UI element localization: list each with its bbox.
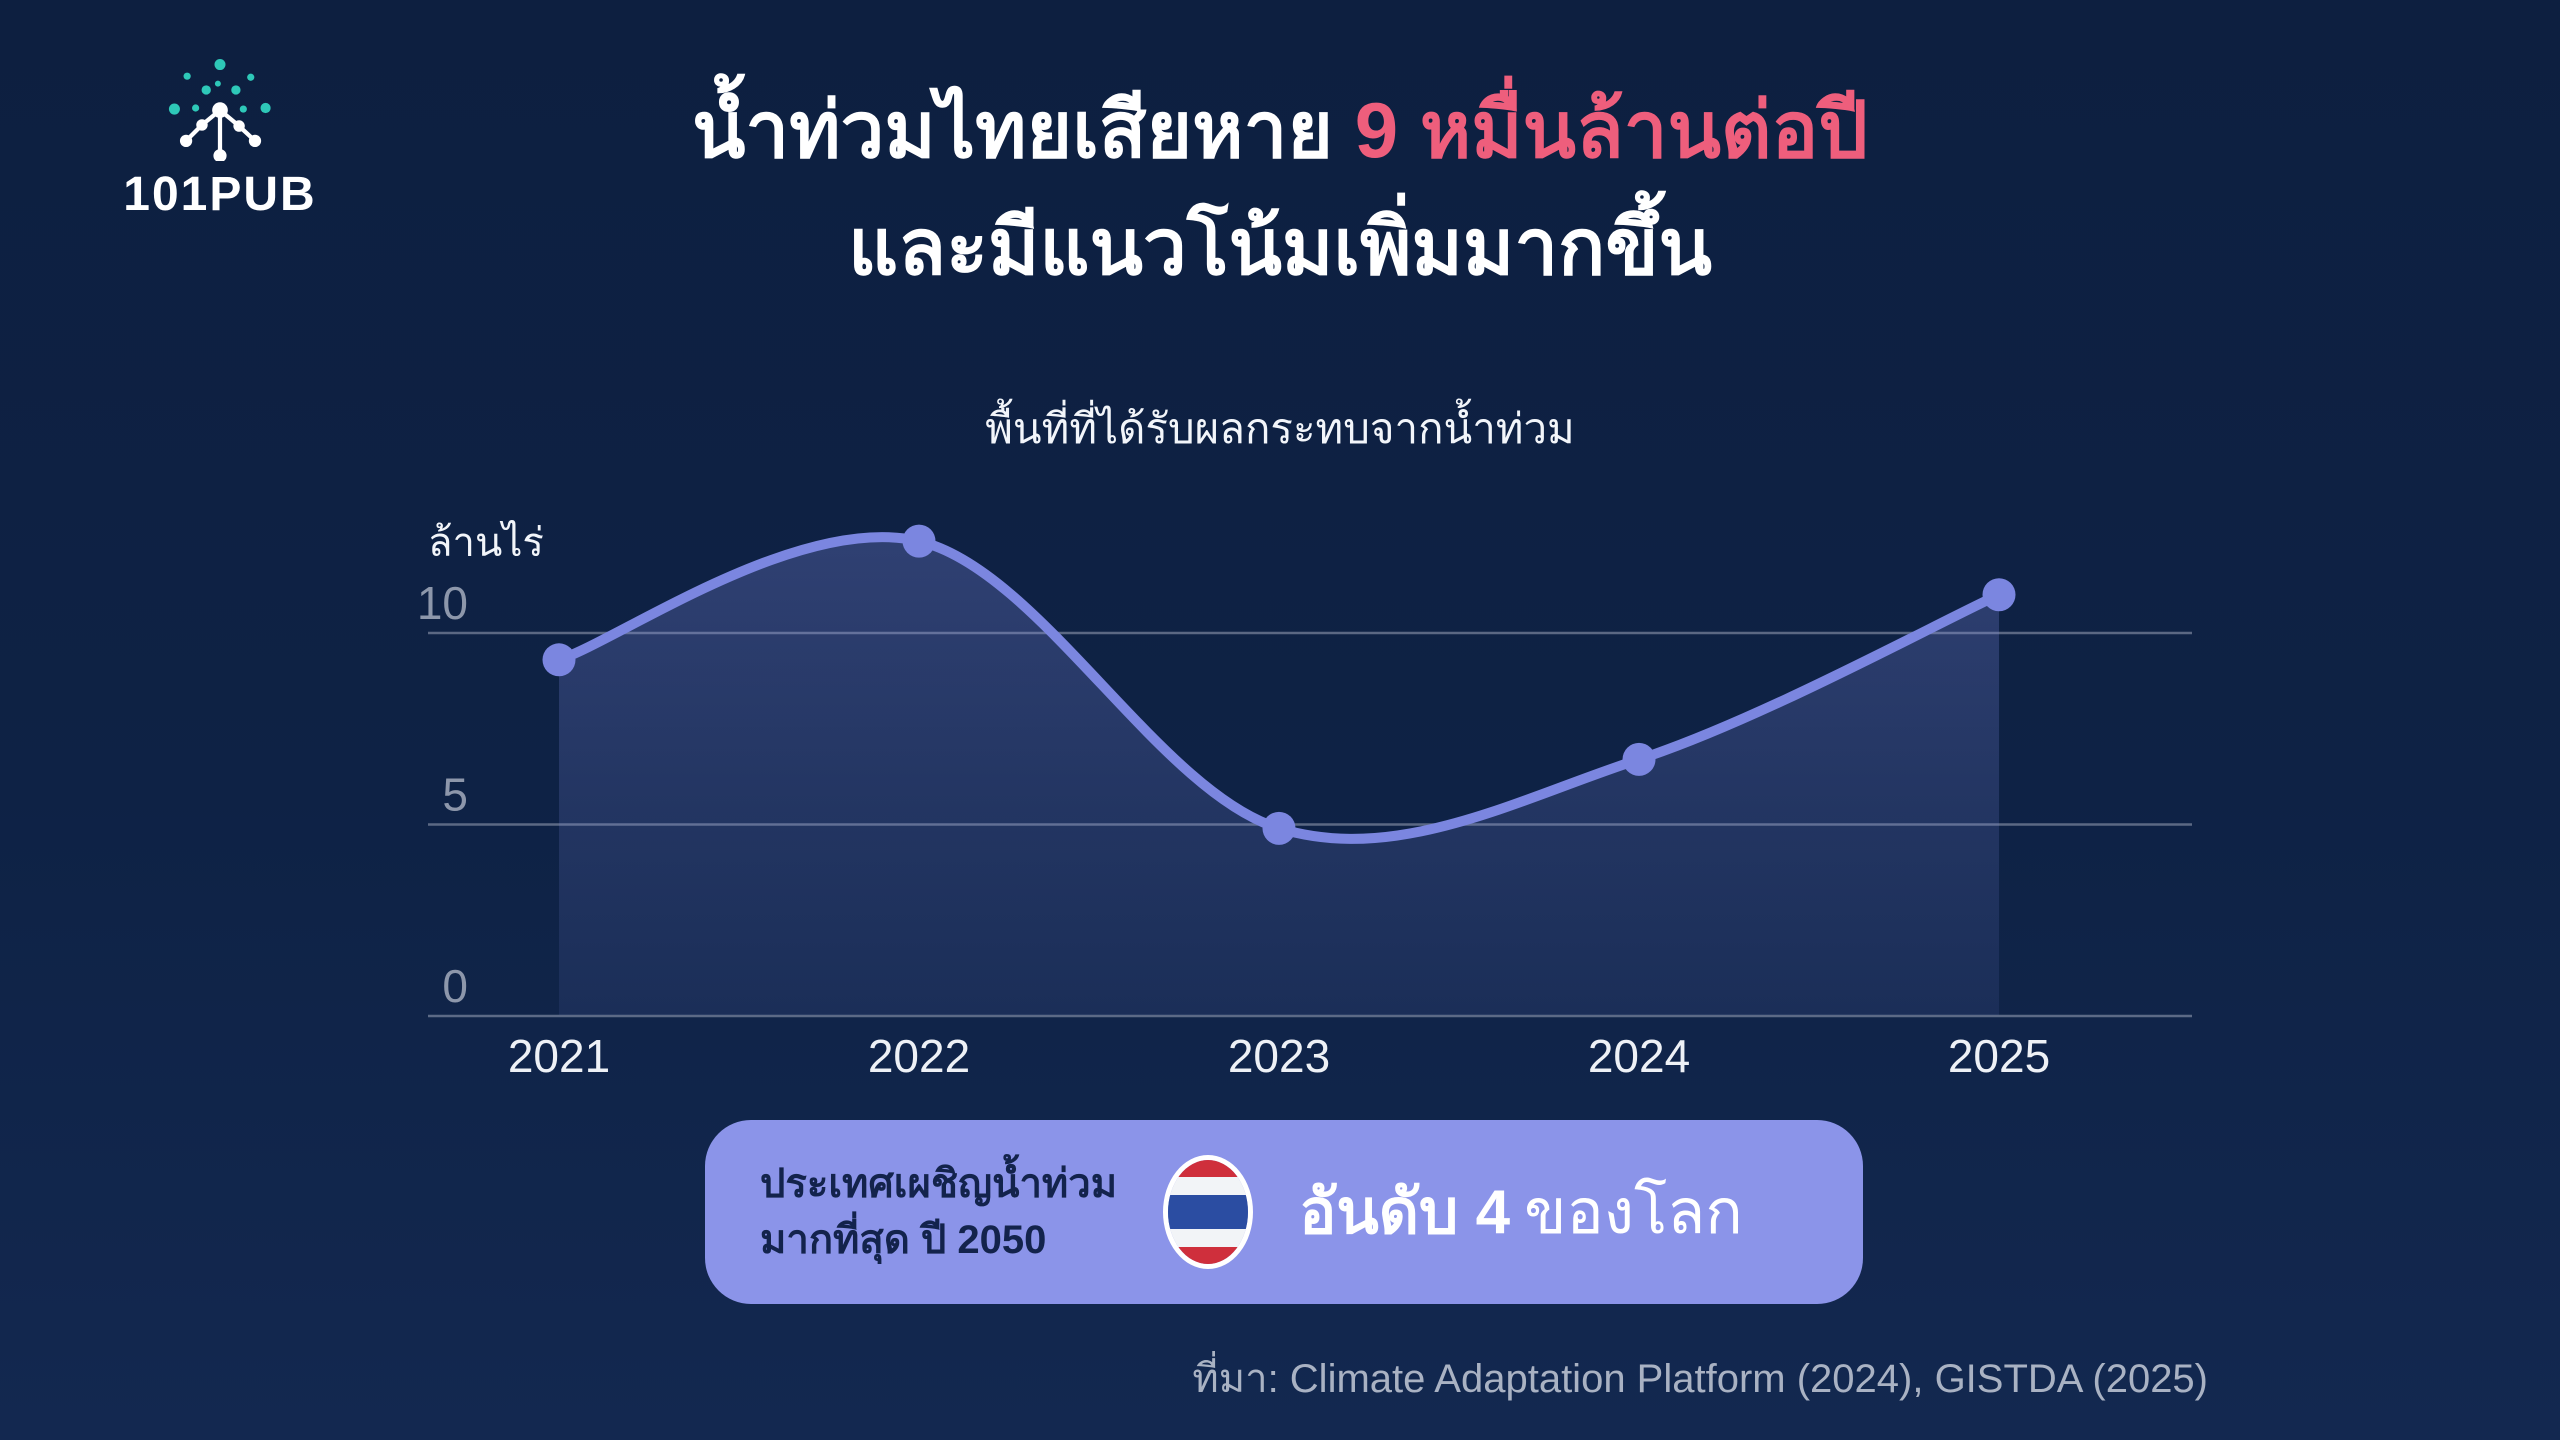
x-tick-label: 2025 [1948,1030,2050,1082]
flag-stripe-blue [1168,1194,1249,1230]
flag-stripe-white-bottom [1168,1229,1249,1247]
x-tick-label: 2024 [1588,1030,1690,1082]
badge-caption-line2: มากที่สุด ปี 2050 [760,1218,1047,1262]
title-line1-white: น้ำท่วมไทยเสียหาย [692,86,1355,174]
badge-caption-line1: ประเทศเผชิญน้ำท่วม [760,1162,1118,1206]
data-line [554,532,2004,844]
flag-stripe-white-top [1168,1177,1249,1195]
title-line1-accent: 9 หมื่นล้านต่อปี [1354,86,1868,174]
rank-badge: ประเทศเผชิญน้ำท่วม มากที่สุด ปี 2050 อัน… [705,1120,1863,1304]
data-point-2022 [902,524,936,558]
x-tick-label: 2021 [508,1030,610,1082]
y-tick-label: 10 [417,577,468,629]
data-point-2023 [1262,811,1296,845]
axis-labels: 0 5 10 ล้านไร่ 2021 2022 2023 2024 2025 [417,520,2050,1082]
source-citation: ที่มา: Climate Adaptation Platform (2024… [1192,1357,2208,1401]
data-point-2021 [542,643,576,677]
y-tick-label: 5 [442,769,468,821]
data-point-2024 [1622,742,1656,776]
rank-suffix: ของโลก [1524,1178,1743,1247]
badge-caption: ประเทศเผชิญน้ำท่วม มากที่สุด ปี 2050 [760,1156,1117,1268]
flag-stripe-red-bottom [1168,1246,1249,1264]
network-dots-icon [168,59,271,161]
x-tick-label: 2022 [868,1030,970,1082]
page-title: น้ำท่วมไทยเสียหาย 9 หมื่นล้านต่อปี และมี… [0,72,2560,306]
thailand-flag-icon [1163,1155,1254,1269]
x-tick-label: 2023 [1228,1030,1330,1082]
chart-title: พื้นที่ที่ได้รับผลกระทบจากน้ำท่วม [985,405,1575,452]
data-points [542,524,2016,845]
y-tick-label: 0 [442,960,468,1012]
area-under-curve [559,537,1999,1015]
trend-line [554,532,2004,844]
area-fill [559,537,1999,1015]
y-axis-unit-label: ล้านไร่ [428,520,544,565]
rank-number: อันดับ 4 [1299,1178,1511,1247]
brand-name: 101PUB [123,168,317,221]
badge-rank-text: อันดับ 4 ของโลก [1299,1163,1743,1261]
title-line-2: และมีแนวโน้มเพิ่มมากขึ้น [848,203,1712,291]
flag-stripe-red-top [1168,1160,1249,1178]
title-line-1: น้ำท่วมไทยเสียหาย 9 หมื่นล้านต่อปี [0,72,2560,189]
data-point-2025 [1982,578,2016,612]
logo: 101PUB [120,55,320,222]
